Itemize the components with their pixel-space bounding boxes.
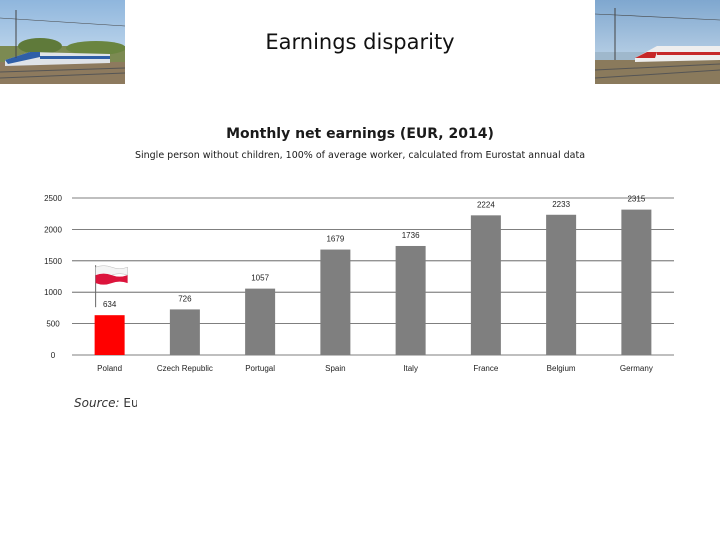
bar <box>621 209 652 355</box>
data-label: 2233 <box>552 200 570 209</box>
data-label: 1057 <box>251 274 269 283</box>
x-tick-label: France <box>473 364 498 373</box>
x-tick-label: Italy <box>403 364 418 373</box>
bar <box>169 309 200 355</box>
x-tick-label: Belgium <box>547 364 576 373</box>
bar <box>470 215 501 355</box>
source-label: Source: <box>74 396 120 410</box>
source-note: Source: Eu <box>74 396 137 410</box>
y-tick-label: 2500 <box>44 194 62 203</box>
y-tick-label: 1000 <box>44 288 62 297</box>
chart-subtitle: Single person without children, 100% of … <box>134 150 586 161</box>
x-tick-label: Portugal <box>245 364 275 373</box>
bar-chart: 0 500 1000 1500 2000 2500 634 Poland 726 Czech Re… <box>44 194 674 373</box>
bar <box>320 249 351 355</box>
slide-title: Earnings disparity <box>265 30 455 54</box>
bar <box>94 315 125 355</box>
train-photo-right <box>595 0 720 84</box>
data-label: 2224 <box>477 200 495 209</box>
train-photo-left <box>0 0 125 84</box>
x-tick-label: Spain <box>325 364 345 373</box>
data-label: 2315 <box>627 195 645 204</box>
data-label: 634 <box>103 300 117 309</box>
x-tick-label: Czech Republic <box>157 364 213 373</box>
data-label: 726 <box>178 294 192 303</box>
y-tick-label: 500 <box>46 320 60 329</box>
bar <box>395 245 426 355</box>
x-tick-label: Poland <box>97 364 122 373</box>
data-label: 1679 <box>326 235 344 244</box>
source-text: Eu <box>123 396 137 410</box>
poland-flag-icon <box>95 265 128 308</box>
y-tick-label: 2000 <box>44 225 62 234</box>
x-tick-label: Germany <box>620 364 653 373</box>
data-label: 1736 <box>402 231 420 240</box>
y-tick-label: 0 <box>51 351 56 360</box>
y-tick-label: 1500 <box>44 257 62 266</box>
bar <box>546 214 577 355</box>
chart-title: Monthly net earnings (EUR, 2014) <box>226 126 494 142</box>
bar <box>245 288 276 355</box>
